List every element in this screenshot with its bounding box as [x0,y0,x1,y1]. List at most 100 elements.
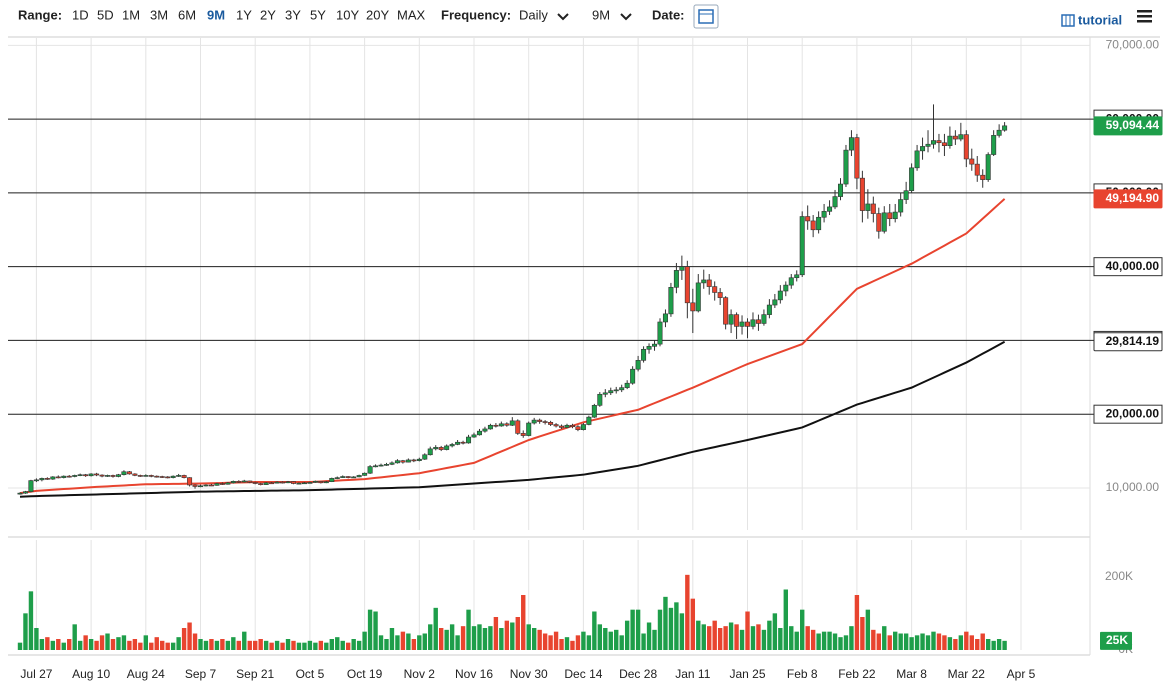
x-tick-label: Feb 22 [838,667,876,681]
range-button[interactable]: 1M [122,7,140,22]
x-tick-label: Apr 5 [1007,667,1036,681]
dropdown-chevron[interactable] [620,13,632,21]
volume-bar [871,629,876,650]
range-button[interactable]: 20Y [366,7,389,22]
volume-bar [723,626,728,650]
tutorial-link[interactable]: tutorial [1061,12,1122,27]
candle-body [941,142,947,146]
moving-average-line [19,340,1006,498]
range-button[interactable]: 1Y [236,7,252,22]
volume-bar [931,631,936,650]
tutorial-text[interactable]: tutorial [1078,12,1122,27]
volume-bar [138,642,143,650]
tutorial-icon[interactable] [1061,14,1075,27]
x-tick-label: Mar 22 [948,667,986,681]
candle-body [662,313,668,323]
calendar-frame[interactable] [693,4,719,29]
candle-body [531,419,537,424]
volume-bar [521,595,526,650]
range-button[interactable]: 3M [150,7,168,22]
volume-bar [657,609,663,650]
candle-body [777,290,783,301]
range-button[interactable]: 5Y [310,7,326,22]
y-tick-label: 70,000.00 [1106,38,1160,52]
calendar-button[interactable] [693,4,719,29]
range-button[interactable]: 9M [207,7,225,22]
candle-body [930,140,936,145]
range-button[interactable]: 6M [178,7,196,22]
candle-body [159,476,165,478]
candle-body [750,319,756,327]
candle-body [290,481,296,484]
volume-bar [975,639,980,650]
volume-bar [745,611,750,650]
candle-body [487,424,493,430]
volume-bar [991,640,996,650]
candle-body [701,279,707,284]
range-button[interactable]: 2Y [260,7,276,22]
volume-bar [707,626,712,650]
range-button[interactable]: 1D [72,7,89,22]
volume-bar [805,626,810,650]
calendar-icon[interactable] [698,9,714,24]
menu-bar[interactable] [1137,20,1152,23]
period-dropdown[interactable]: 9M [592,7,610,22]
volume-bar [893,631,898,650]
candle-body [920,146,926,152]
volume-bar [67,639,72,650]
frequency-dropdown[interactable]: Daily [519,7,548,22]
candle-body [892,211,898,220]
volume-bar [865,609,871,650]
candle-body [903,190,909,200]
candle-body [400,460,406,463]
candle-body [88,473,94,477]
volume-bar [674,602,679,650]
menu-bar[interactable] [1137,15,1152,18]
candle-body [679,266,685,271]
menu-bar[interactable] [1137,10,1152,13]
volume-bar [1002,640,1007,650]
range-button[interactable]: 3Y [285,7,301,22]
candle-body [367,466,373,474]
candle-body [323,481,329,484]
volume-bar [996,639,1002,650]
range-button[interactable]: 10Y [336,7,359,22]
volume-bar [679,613,685,650]
candle-body [132,473,138,476]
candle-body [728,314,734,325]
candle-body [345,476,351,478]
candle-body [170,475,176,478]
x-tick-label: Jan 11 [675,667,710,681]
volume-bar [909,637,914,650]
volume-bar [843,635,849,650]
volume-bar [778,628,783,650]
candle-body [712,286,718,293]
volume-bar [88,639,94,650]
value-badge [1093,189,1163,209]
candle-body [657,321,663,345]
volume-bar [165,642,170,650]
volume-bar [422,633,427,650]
candle-body [925,143,931,147]
volume-bar [187,622,192,650]
volume-bar [985,639,991,650]
volume-bar [291,640,296,650]
candle-body [110,475,116,477]
candle-body [548,422,554,425]
volume-bar [176,637,181,650]
candle-body [673,270,679,288]
candle-body [947,135,953,146]
dropdown-chevron[interactable] [557,13,569,21]
candle-body [859,177,865,211]
volume-bar [378,635,384,650]
volume-bar [887,635,892,650]
volume-bar [395,635,400,650]
value-badge-label: 49,194.90 [1106,191,1160,205]
volume-bar [515,617,520,650]
range-button[interactable]: MAX [397,7,426,22]
volume-bar [542,633,548,650]
range-button[interactable]: 5D [97,7,114,22]
candle-body [466,436,472,444]
menu-button[interactable] [1137,10,1152,23]
candle-body [602,392,608,395]
